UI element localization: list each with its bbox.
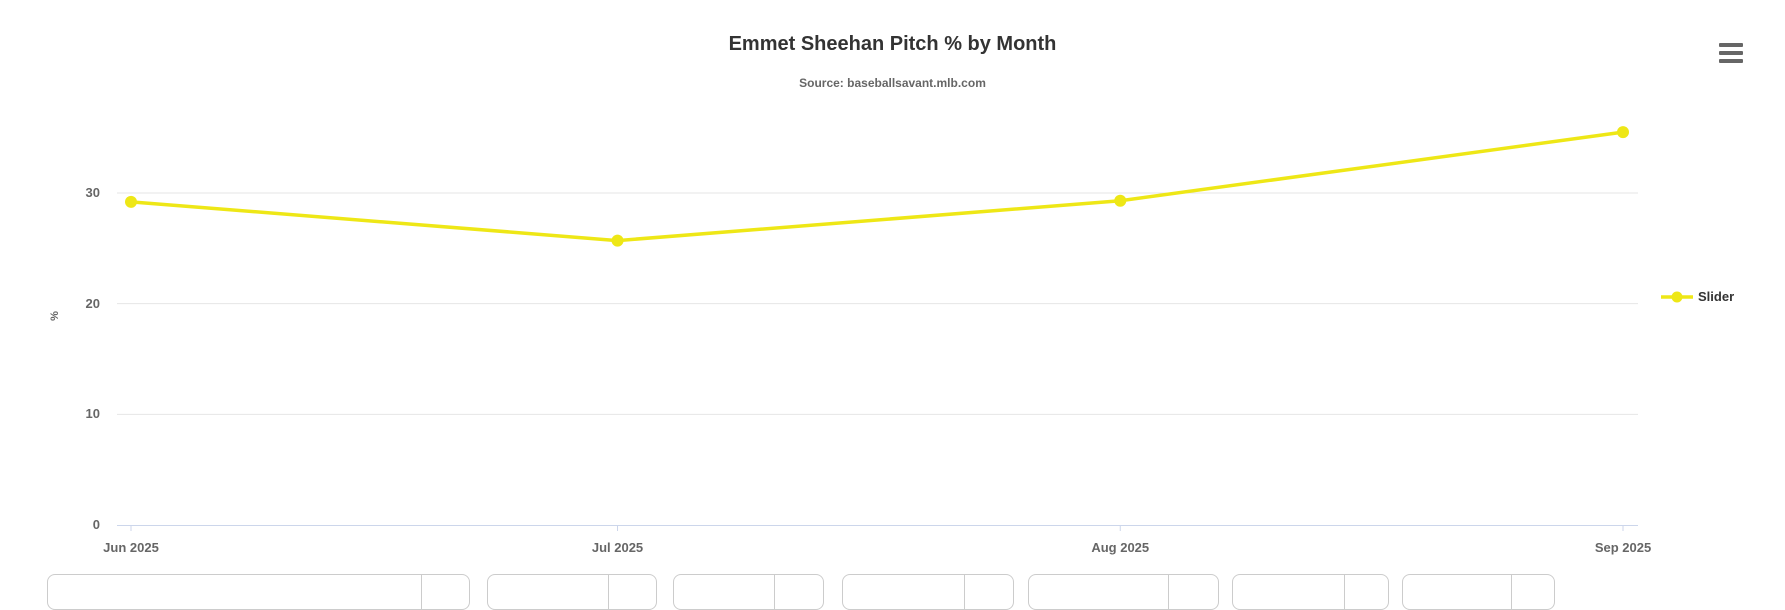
bottom-control-group — [673, 574, 824, 610]
hamburger-menu-icon[interactable] — [1714, 38, 1748, 68]
bottom-control-field[interactable] — [1403, 575, 1511, 609]
chart-title: Emmet Sheehan Pitch % by Month — [728, 33, 1057, 55]
data-point-marker[interactable] — [1114, 194, 1127, 207]
plot-svg — [117, 126, 1638, 531]
bottom-control-button[interactable] — [774, 575, 823, 609]
legend-item-slider[interactable]: Slider — [1661, 289, 1734, 304]
menu-bar — [1719, 43, 1743, 47]
y-axis-label: 0 — [92, 517, 100, 532]
bottom-control-field[interactable] — [843, 575, 964, 609]
menu-bar — [1719, 59, 1743, 63]
bottom-control-button[interactable] — [964, 575, 1013, 609]
bottom-control-field[interactable] — [1029, 575, 1168, 609]
chart-subtitle: Source: baseballsavant.mlb.com — [799, 76, 986, 90]
bottom-control-button[interactable] — [608, 575, 656, 609]
y-axis-label: 30 — [85, 184, 100, 200]
menu-bar — [1719, 51, 1743, 55]
bottom-control-group — [1028, 574, 1219, 610]
x-axis-label: Jun 2025 — [103, 540, 159, 555]
bottom-control-group — [1402, 574, 1555, 610]
bottom-control-button[interactable] — [1511, 575, 1554, 609]
bottom-control-button[interactable] — [1168, 575, 1218, 609]
bottom-control-field[interactable] — [488, 575, 608, 609]
data-point-marker[interactable] — [125, 195, 137, 208]
bottom-control-group — [487, 574, 657, 610]
bottom-control-group — [842, 574, 1014, 610]
y-axis-label: 10 — [85, 406, 100, 422]
series-line-slider — [129, 130, 1625, 243]
bottom-control-group — [1232, 574, 1389, 610]
x-axis-label: Sep 2025 — [1594, 540, 1652, 555]
bottom-control-button[interactable] — [1344, 575, 1388, 609]
data-point-marker[interactable] — [611, 234, 624, 247]
bottom-control-button[interactable] — [421, 575, 469, 609]
data-point-marker[interactable] — [1617, 126, 1629, 139]
bottom-control-field[interactable] — [1233, 575, 1344, 609]
x-axis-label: Aug 2025 — [1091, 540, 1150, 555]
legend-label: Slider — [1698, 289, 1735, 304]
x-axis-label: Jul 2025 — [591, 540, 644, 555]
legend-marker-icon — [1661, 291, 1693, 302]
bottom-control-field[interactable] — [674, 575, 774, 609]
y-axis-label: 20 — [85, 295, 100, 311]
bottom-control-field[interactable] — [48, 575, 421, 609]
chart-page: Emmet Sheehan Pitch % by Month Source: b… — [47, 33, 1748, 610]
bottom-control-group — [47, 574, 470, 610]
